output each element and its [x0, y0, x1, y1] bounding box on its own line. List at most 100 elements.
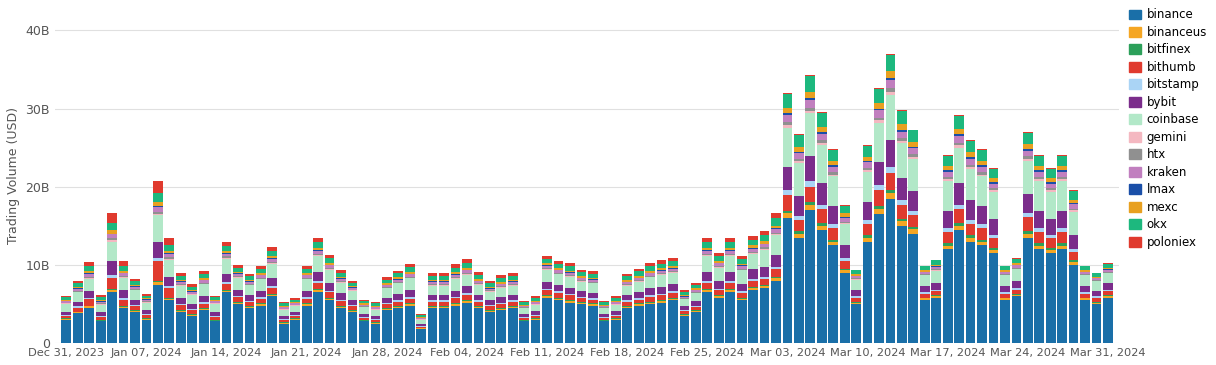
- Bar: [336, 283, 345, 293]
- Bar: [314, 256, 323, 272]
- Bar: [1012, 288, 1021, 290]
- Bar: [519, 318, 529, 320]
- Bar: [978, 176, 987, 206]
- Bar: [382, 308, 392, 309]
- Bar: [359, 301, 368, 303]
- Bar: [519, 306, 529, 307]
- Bar: [542, 282, 552, 289]
- Bar: [885, 78, 895, 80]
- Bar: [657, 300, 666, 301]
- Bar: [473, 302, 483, 306]
- Bar: [542, 268, 552, 269]
- Bar: [221, 291, 231, 292]
- Bar: [726, 291, 736, 292]
- Bar: [828, 161, 838, 165]
- Bar: [371, 302, 381, 303]
- Bar: [589, 282, 598, 283]
- Bar: [1069, 212, 1079, 235]
- Bar: [805, 114, 815, 157]
- Bar: [623, 280, 632, 282]
- Bar: [691, 285, 700, 288]
- Bar: [164, 238, 174, 245]
- Bar: [794, 231, 804, 234]
- Bar: [817, 132, 827, 134]
- Bar: [1069, 200, 1079, 203]
- Bar: [840, 223, 850, 224]
- Bar: [1092, 304, 1102, 343]
- Bar: [885, 72, 895, 78]
- Bar: [198, 304, 208, 308]
- Bar: [771, 229, 781, 233]
- Bar: [233, 303, 243, 304]
- Bar: [473, 283, 483, 284]
- Bar: [783, 211, 793, 214]
- Bar: [691, 290, 700, 292]
- Bar: [176, 304, 186, 305]
- Bar: [668, 284, 677, 291]
- Bar: [771, 277, 781, 278]
- Bar: [1069, 262, 1079, 265]
- Bar: [1035, 177, 1045, 179]
- Bar: [817, 230, 827, 343]
- Bar: [1092, 303, 1102, 304]
- Bar: [657, 287, 666, 294]
- Bar: [748, 287, 758, 288]
- Bar: [141, 298, 151, 299]
- Bar: [176, 286, 186, 297]
- Bar: [84, 306, 94, 307]
- Bar: [1057, 166, 1066, 170]
- Bar: [164, 299, 174, 300]
- Bar: [1057, 181, 1066, 211]
- Bar: [1080, 297, 1090, 299]
- Bar: [325, 300, 334, 343]
- Bar: [874, 185, 884, 191]
- Bar: [348, 305, 358, 306]
- Bar: [371, 322, 381, 323]
- Bar: [817, 223, 827, 226]
- Bar: [107, 230, 117, 234]
- Bar: [221, 292, 231, 343]
- Bar: [657, 270, 666, 271]
- Bar: [210, 304, 220, 312]
- Bar: [646, 295, 655, 297]
- Bar: [828, 167, 838, 172]
- Bar: [646, 276, 655, 277]
- Bar: [485, 290, 495, 291]
- Bar: [794, 164, 804, 196]
- Bar: [439, 308, 449, 343]
- Bar: [530, 298, 540, 301]
- Bar: [244, 282, 254, 284]
- Bar: [908, 227, 918, 230]
- Bar: [851, 278, 861, 279]
- Bar: [942, 246, 952, 249]
- Bar: [680, 299, 689, 306]
- Bar: [416, 318, 426, 319]
- Bar: [978, 172, 987, 174]
- Bar: [394, 308, 404, 343]
- Bar: [634, 280, 643, 281]
- Bar: [233, 268, 243, 272]
- Bar: [508, 285, 518, 286]
- Bar: [130, 290, 140, 291]
- Bar: [897, 221, 907, 226]
- Bar: [268, 278, 277, 286]
- Bar: [874, 162, 884, 185]
- Bar: [1000, 270, 1009, 272]
- Bar: [897, 132, 907, 138]
- Bar: [874, 123, 884, 162]
- Bar: [278, 306, 288, 307]
- Bar: [657, 260, 666, 264]
- Bar: [1057, 170, 1066, 172]
- Bar: [691, 307, 700, 310]
- Bar: [257, 297, 266, 299]
- Bar: [119, 261, 129, 266]
- Bar: [931, 265, 941, 266]
- Bar: [783, 190, 793, 195]
- Bar: [840, 273, 850, 343]
- Bar: [862, 223, 872, 235]
- Bar: [1000, 299, 1009, 300]
- Bar: [382, 309, 392, 310]
- Bar: [496, 309, 506, 310]
- Bar: [107, 242, 117, 261]
- Bar: [62, 300, 72, 301]
